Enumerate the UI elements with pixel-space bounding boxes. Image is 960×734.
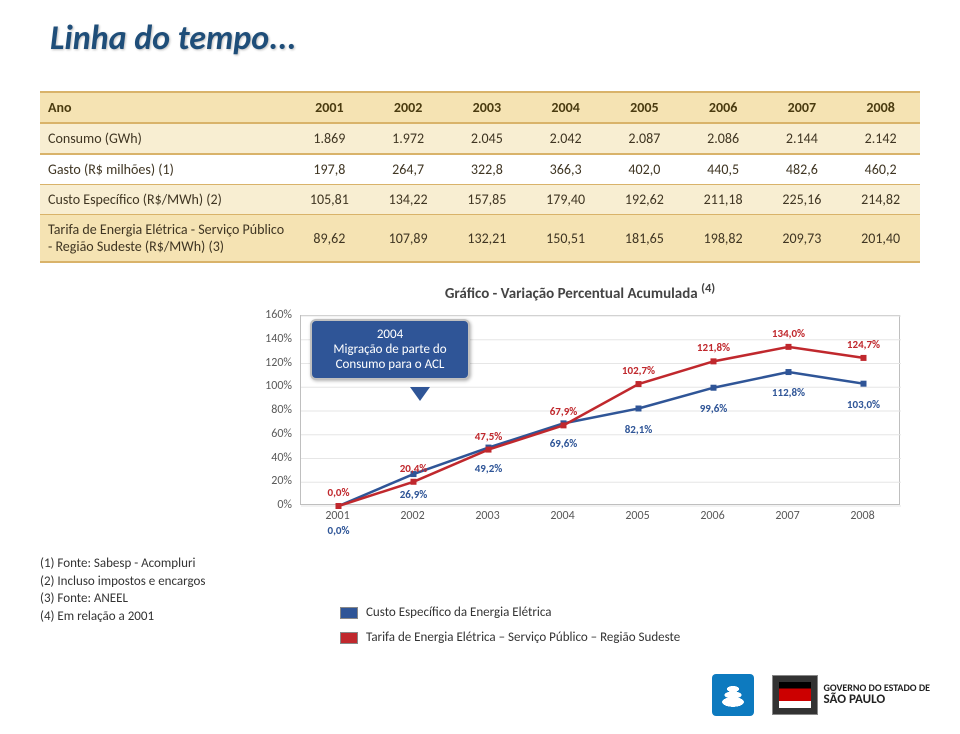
legend-item: Custo Específico da Energia Elétrica: [340, 605, 680, 620]
cell: 181,65: [605, 215, 684, 263]
row-label: Custo Específico (R$/MWh) (2): [40, 185, 290, 215]
row-label: Gasto (R$ milhões) (1): [40, 154, 290, 185]
cell: 264,7: [369, 154, 448, 185]
cell: 225,16: [763, 185, 842, 215]
cell: 179,40: [526, 185, 605, 215]
cell: 482,6: [763, 154, 842, 185]
table-row: Gasto (R$ milhões) (1) 197,8 264,7 322,8…: [40, 154, 920, 185]
governo-sp-logo: GOVERNO DO ESTADO DE SÃO PAULO: [772, 675, 930, 715]
legend-item: Tarifa de Energia Elétrica – Serviço Púb…: [340, 630, 680, 645]
cell: 105,81: [290, 185, 369, 215]
table-row: Consumo (GWh) 1.869 1.972 2.045 2.042 2.…: [40, 123, 920, 154]
col-year: 2005: [605, 92, 684, 123]
table-header-row: Ano 2001 2002 2003 2004 2005 2006 2007 2…: [40, 92, 920, 123]
cell: 322,8: [448, 154, 527, 185]
col-year: 2003: [448, 92, 527, 123]
table-row: Tarifa de Energia Elétrica - Serviço Púb…: [40, 215, 920, 263]
col-ano: Ano: [40, 92, 290, 123]
data-table: Ano 2001 2002 2003 2004 2005 2006 2007 2…: [40, 91, 920, 263]
footnotes: (1) Fonte: Sabesp - Acompluri (2) Inclus…: [40, 555, 205, 625]
cell: 198,82: [684, 215, 763, 263]
cell: 2.042: [526, 123, 605, 154]
cell: 89,62: [290, 215, 369, 263]
cell: 2.045: [448, 123, 527, 154]
table-row: Custo Específico (R$/MWh) (2) 105,81 134…: [40, 185, 920, 215]
chart-legend: Custo Específico da Energia Elétrica Tar…: [340, 605, 680, 655]
cell: 134,22: [369, 185, 448, 215]
cell: 192,62: [605, 185, 684, 215]
col-year: 2001: [290, 92, 369, 123]
sabesp-logo-icon: [712, 674, 754, 716]
legend-label: Custo Específico da Energia Elétrica: [366, 605, 551, 620]
col-year: 2004: [526, 92, 605, 123]
legend-swatch-icon: [340, 607, 358, 619]
col-year: 2002: [369, 92, 448, 123]
logos: GOVERNO DO ESTADO DE SÃO PAULO: [712, 674, 930, 716]
cell: 211,18: [684, 185, 763, 215]
sp-flag-icon: [772, 675, 818, 715]
cell: 214,82: [841, 185, 920, 215]
footnote: (3) Fonte: ANEEL: [40, 590, 205, 608]
row-label: Tarifa de Energia Elétrica - Serviço Púb…: [40, 215, 290, 263]
col-year: 2006: [684, 92, 763, 123]
legend-label: Tarifa de Energia Elétrica – Serviço Púb…: [366, 630, 680, 645]
cell: 209,73: [763, 215, 842, 263]
col-year: 2007: [763, 92, 842, 123]
chart: 0%20%40%60%80%100%120%140%160% 0,0%26,9%…: [250, 305, 920, 545]
cell: 132,21: [448, 215, 527, 263]
cell: 402,0: [605, 154, 684, 185]
cell: 201,40: [841, 215, 920, 263]
cell: 150,51: [526, 215, 605, 263]
page-title: Linha do tempo...: [0, 0, 960, 59]
row-label: Consumo (GWh): [40, 123, 290, 154]
chart-title: Gráfico - Variação Percentual Acumulada …: [200, 281, 960, 303]
cell: 1.972: [369, 123, 448, 154]
cell: 366,3: [526, 154, 605, 185]
cell: 460,2: [841, 154, 920, 185]
y-axis-labels: 0%20%40%60%80%100%120%140%160%: [250, 315, 295, 505]
footnote: (1) Fonte: Sabesp - Acompluri: [40, 555, 205, 573]
cell: 2.142: [841, 123, 920, 154]
cell: 2.087: [605, 123, 684, 154]
footnote: (2) Incluso impostos e encargos: [40, 573, 205, 591]
cell: 197,8: [290, 154, 369, 185]
x-axis-labels: 20012002200320042005200620072008: [300, 509, 900, 529]
cell: 2.144: [763, 123, 842, 154]
gov-sp-text: GOVERNO DO ESTADO DE SÃO PAULO: [824, 683, 930, 707]
cell: 2.086: [684, 123, 763, 154]
callout-pointer-icon: [410, 387, 430, 401]
footnote: (4) Em relação a 2001: [40, 608, 205, 626]
cell: 440,5: [684, 154, 763, 185]
col-year: 2008: [841, 92, 920, 123]
cell: 157,85: [448, 185, 527, 215]
legend-swatch-icon: [340, 632, 358, 644]
chart-callout: 2004 Migração de parte do Consumo para o…: [310, 319, 470, 380]
cell: 107,89: [369, 215, 448, 263]
cell: 1.869: [290, 123, 369, 154]
